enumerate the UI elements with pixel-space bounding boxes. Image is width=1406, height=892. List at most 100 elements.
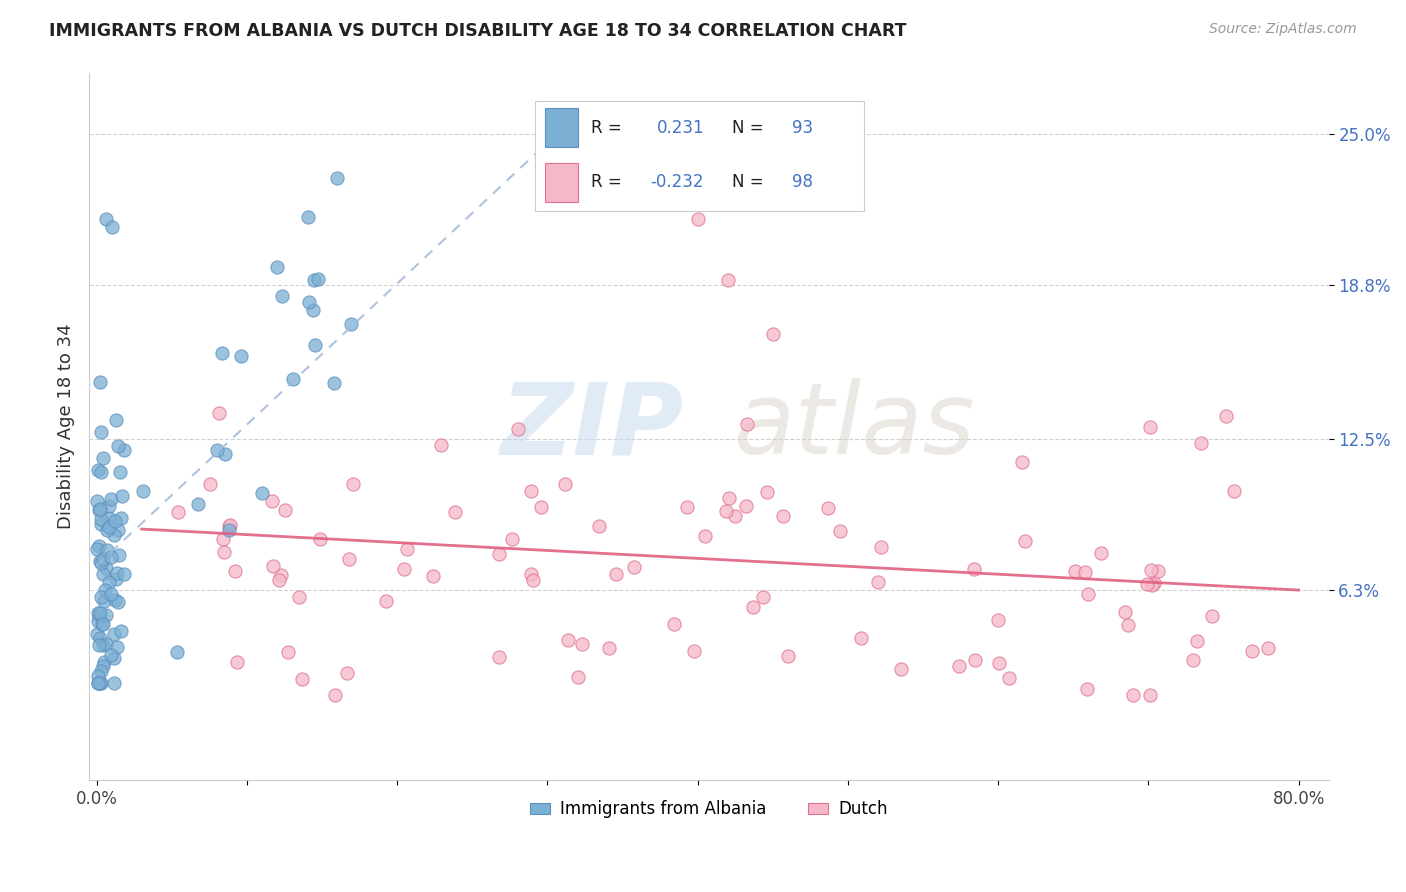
- Point: [1139, 688, 1161, 702]
- Point: [87, 675, 110, 690]
- Point: [97, 511, 120, 525]
- Point: [103, 527, 125, 541]
- Point: [554, 476, 576, 491]
- Point: [218, 519, 240, 533]
- Point: [851, 631, 873, 645]
- Point: [519, 567, 541, 582]
- Point: [86, 541, 108, 556]
- Point: [662, 616, 685, 631]
- Point: [1090, 546, 1112, 560]
- Point: [755, 485, 778, 500]
- Point: [262, 558, 284, 573]
- Point: [588, 519, 610, 533]
- Point: [91, 552, 114, 566]
- Point: [89, 607, 111, 621]
- Point: [830, 524, 852, 538]
- Point: [89, 675, 111, 690]
- Point: [735, 417, 758, 431]
- Point: [1122, 688, 1144, 702]
- Point: [340, 317, 363, 331]
- Point: [683, 644, 706, 658]
- Point: [287, 590, 309, 604]
- Point: [501, 532, 523, 546]
- Point: [89, 639, 111, 653]
- Point: [107, 523, 129, 537]
- Point: [231, 349, 253, 363]
- Point: [742, 599, 765, 614]
- Point: [100, 648, 122, 662]
- Point: [1063, 564, 1085, 578]
- Point: [267, 573, 290, 587]
- Point: [87, 609, 110, 624]
- Point: [718, 491, 741, 505]
- Point: [724, 508, 747, 523]
- Point: [90, 664, 112, 678]
- Point: [1189, 435, 1212, 450]
- Point: [530, 500, 553, 515]
- Point: [91, 616, 114, 631]
- Point: [108, 548, 131, 562]
- Point: [522, 573, 544, 587]
- Point: [693, 529, 716, 543]
- Point: [200, 476, 222, 491]
- Point: [868, 574, 890, 589]
- Point: [1147, 564, 1170, 578]
- Point: [326, 171, 349, 186]
- Point: [1139, 420, 1161, 434]
- Point: [298, 295, 321, 310]
- Point: [1136, 577, 1159, 591]
- Point: [105, 640, 128, 655]
- Point: [342, 477, 364, 491]
- Point: [100, 219, 122, 234]
- Point: [100, 587, 122, 601]
- Point: [1181, 653, 1204, 667]
- Point: [87, 502, 110, 516]
- Point: [112, 443, 135, 458]
- Point: [112, 566, 135, 581]
- Point: [274, 502, 297, 516]
- Point: [307, 272, 329, 286]
- Point: [214, 447, 236, 461]
- Point: [208, 406, 231, 420]
- Point: [686, 212, 709, 227]
- Point: [87, 614, 110, 628]
- Point: [212, 545, 235, 559]
- Point: [260, 494, 283, 508]
- Point: [567, 670, 589, 684]
- Point: [1014, 533, 1036, 548]
- Point: [277, 645, 299, 659]
- Point: [1011, 455, 1033, 469]
- Point: [89, 501, 111, 516]
- Point: [103, 627, 125, 641]
- Point: [304, 338, 326, 352]
- Point: [107, 595, 129, 609]
- Point: [105, 566, 128, 580]
- Point: [93, 638, 115, 652]
- Point: [266, 260, 288, 274]
- Point: [94, 561, 117, 575]
- Point: [108, 466, 131, 480]
- Point: [270, 568, 292, 582]
- Point: [336, 666, 359, 681]
- Point: [107, 439, 129, 453]
- Point: [93, 655, 115, 669]
- Point: [598, 641, 620, 656]
- Point: [776, 649, 799, 664]
- Point: [735, 499, 758, 513]
- Point: [104, 514, 127, 528]
- Point: [281, 372, 304, 386]
- Point: [87, 463, 110, 477]
- Point: [520, 483, 543, 498]
- Point: [1215, 409, 1237, 423]
- Point: [250, 485, 273, 500]
- Point: [110, 624, 132, 638]
- Point: [98, 574, 121, 589]
- Point: [89, 376, 111, 390]
- Point: [91, 659, 114, 673]
- Text: atlas: atlas: [734, 378, 976, 475]
- Point: [714, 504, 737, 518]
- Point: [488, 650, 510, 665]
- Point: [94, 212, 117, 227]
- Point: [87, 668, 110, 682]
- Point: [224, 565, 246, 579]
